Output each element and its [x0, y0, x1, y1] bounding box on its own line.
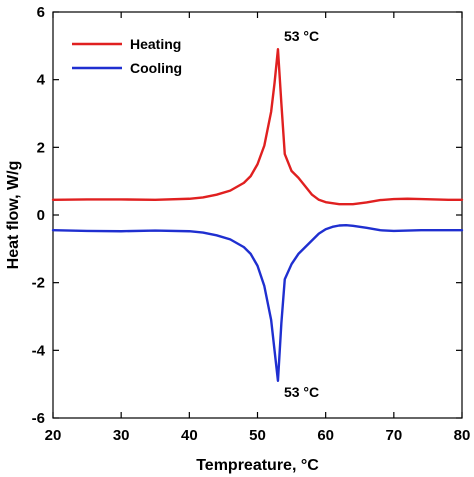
series-layer [51, 48, 464, 382]
y-tick-label: 4 [37, 72, 46, 89]
y-axis-title: Heat flow, W/g [5, 161, 22, 270]
x-tick-label: 50 [249, 427, 266, 444]
x-tick-label: 80 [454, 427, 471, 444]
x-axis-title: Tempreature, °C [196, 457, 319, 474]
legend-label-heating: Heating [130, 36, 181, 52]
y-tick-label: -2 [32, 275, 45, 292]
x-tick-label: 70 [385, 427, 402, 444]
plot-frame [52, 11, 463, 419]
peak-annotation: 53 °C [284, 384, 319, 400]
y-tick-label: 6 [37, 4, 45, 21]
legend: Heating Cooling [72, 36, 182, 76]
y-tick-label: -6 [32, 410, 45, 427]
y-tick-label: -4 [32, 342, 46, 359]
series-line-heating [51, 48, 464, 206]
x-tick-label: 60 [317, 427, 334, 444]
peak-annotation: 53 °C [284, 28, 319, 44]
y-tick-label: 2 [37, 139, 45, 156]
legend-label-cooling: Cooling [130, 60, 182, 76]
x-tick-label: 20 [45, 427, 62, 444]
x-tick-label: 40 [181, 427, 198, 444]
axis-ticks: 20 30 40 50 60 70 80 -6 -4 -2 0 2 4 6 [32, 4, 471, 444]
x-tick-label: 30 [113, 427, 130, 444]
annotation-layer: 53 °C 53 °C [284, 28, 319, 400]
series-line-cooling [51, 223, 464, 382]
y-tick-label: 0 [37, 207, 45, 224]
